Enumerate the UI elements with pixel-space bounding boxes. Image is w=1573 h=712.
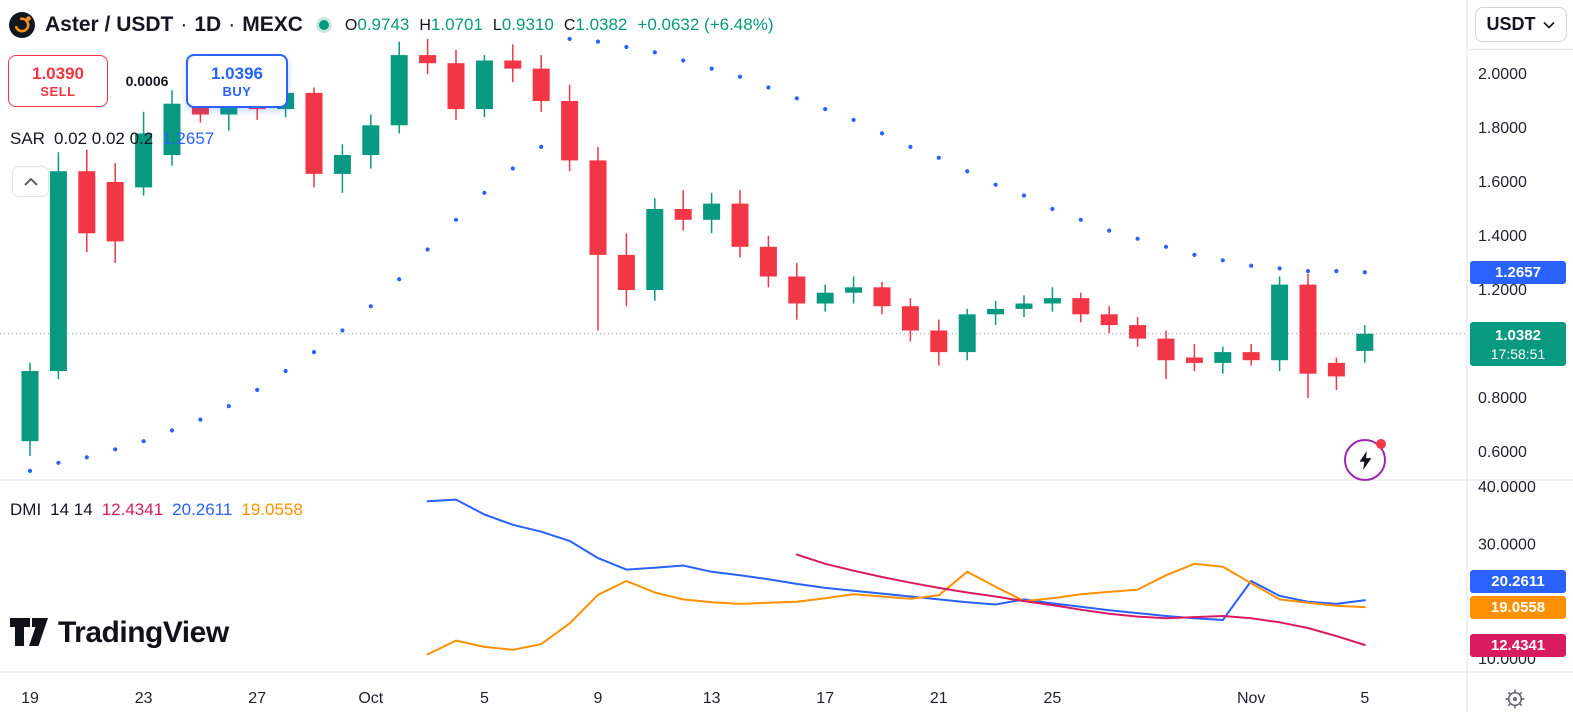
dmi-adx-badge: 12.4341 xyxy=(1470,634,1566,657)
svg-text:1.8000: 1.8000 xyxy=(1478,120,1527,137)
currency-label: USDT xyxy=(1486,14,1536,34)
sar-indicator-legend[interactable]: SAR 0.02 0.02 0.2 1.2657 xyxy=(10,129,214,149)
time-axis[interactable] xyxy=(0,672,1467,712)
close-label: C xyxy=(563,17,576,34)
symbol-title[interactable]: Aster / USDT · 1D · MEXC xyxy=(45,13,303,37)
high-value: 1.0701 xyxy=(430,15,483,34)
exchange-label: MEXC xyxy=(242,13,303,36)
symbol-name: Aster / USDT xyxy=(45,13,174,36)
buy-label: BUY xyxy=(222,83,252,99)
change-value: +0.0632 (+6.48%) xyxy=(637,15,774,34)
sar-name: SAR xyxy=(10,129,45,148)
interval-label: 1D xyxy=(194,13,222,36)
sar-value: 1.2657 xyxy=(162,129,215,148)
sar-dots-layer xyxy=(27,36,1367,474)
open-value: 0.9743 xyxy=(357,15,410,34)
dmi-lines-layer xyxy=(426,498,1366,656)
svg-text:Nov: Nov xyxy=(1237,690,1265,707)
sell-button[interactable]: 1.0390 SELL xyxy=(8,55,108,107)
svg-text:1.6000: 1.6000 xyxy=(1478,174,1527,191)
svg-text:0.8000: 0.8000 xyxy=(1478,390,1527,407)
chevron-down-icon xyxy=(1542,21,1555,29)
trade-widget: 1.0390 SELL 0.0006 1.0396 BUY xyxy=(8,54,288,108)
collapse-legend-button[interactable] xyxy=(12,166,49,197)
gear-icon xyxy=(1505,689,1525,709)
price-scale-header: USDT xyxy=(1468,0,1573,50)
svg-text:27: 27 xyxy=(248,690,266,707)
title-separator: · xyxy=(228,13,236,36)
dmi-adx-value: 12.4341 xyxy=(101,500,164,519)
market-status-dot xyxy=(318,20,329,30)
sell-price: 1.0390 xyxy=(32,63,84,83)
buy-button[interactable]: 1.0396 BUY xyxy=(186,54,288,108)
svg-text:5: 5 xyxy=(480,690,489,707)
svg-text:25: 25 xyxy=(1044,690,1062,707)
currency-dropdown[interactable]: USDT xyxy=(1474,7,1567,42)
svg-text:0.6000: 0.6000 xyxy=(1478,444,1527,461)
svg-text:21: 21 xyxy=(930,690,948,707)
dmi-minus-di-badge: 19.0558 xyxy=(1470,596,1566,619)
dmi-params: 14 14 xyxy=(50,500,93,519)
chart-settings-button[interactable] xyxy=(1502,686,1528,712)
title-separator: · xyxy=(180,13,188,36)
svg-text:13: 13 xyxy=(703,690,721,707)
dmi-plus-di-value: 20.2611 xyxy=(172,500,233,519)
svg-text:19: 19 xyxy=(21,690,39,707)
sell-label: SELL xyxy=(40,83,76,99)
dmi-indicator-legend[interactable]: DMI 14 14 12.4341 20.2611 19.0558 xyxy=(10,500,303,520)
svg-text:30.0000: 30.0000 xyxy=(1478,536,1536,553)
last-price-badge: 1.0382 17:58:51 xyxy=(1470,322,1566,366)
low-value: 0.9310 xyxy=(501,15,554,34)
low-label: L xyxy=(492,17,502,34)
buy-price: 1.0396 xyxy=(211,63,263,83)
svg-text:2.0000: 2.0000 xyxy=(1478,66,1527,83)
svg-text:Oct: Oct xyxy=(358,690,383,707)
lightning-icon xyxy=(1359,450,1371,470)
spread-value: 0.0006 xyxy=(125,73,169,89)
notification-dot xyxy=(1376,439,1386,449)
chevron-up-icon xyxy=(23,177,38,186)
bar-countdown: 17:58:51 xyxy=(1490,345,1546,362)
tradingview-logo[interactable]: TradingView xyxy=(10,616,229,650)
sar-params: 0.02 0.02 0.2 xyxy=(53,129,154,148)
symbol-logo-icon xyxy=(8,11,36,39)
chart-header: Aster / USDT · 1D · MEXC O 0.9743 H 1.0701… xyxy=(8,11,774,39)
open-label: O xyxy=(344,17,358,34)
tradingview-logo-icon xyxy=(10,618,48,646)
dmi-minus-di-value: 19.0558 xyxy=(241,500,303,519)
svg-text:9: 9 xyxy=(594,690,603,707)
dmi-plus-di-badge: 20.2611 xyxy=(1470,570,1566,593)
svg-text:17: 17 xyxy=(816,690,834,707)
tradingview-logo-text: TradingView xyxy=(58,616,229,649)
sar-price-badge: 1.2657 xyxy=(1470,261,1566,284)
ohlc-values: O 0.9743 H 1.0701 L 0.9310 C 1.0382 +0.0632 … xyxy=(345,15,774,35)
svg-text:1.2000: 1.2000 xyxy=(1478,282,1527,299)
high-label: H xyxy=(419,17,431,34)
svg-text:40.0000: 40.0000 xyxy=(1478,479,1536,496)
svg-text:1.4000: 1.4000 xyxy=(1478,228,1527,245)
last-price-value: 1.0382 xyxy=(1495,326,1541,344)
svg-text:23: 23 xyxy=(135,690,153,707)
dmi-name: DMI xyxy=(10,500,42,519)
close-value: 1.0382 xyxy=(575,15,628,34)
lightning-button[interactable] xyxy=(1344,439,1386,481)
svg-text:5: 5 xyxy=(1360,690,1369,707)
